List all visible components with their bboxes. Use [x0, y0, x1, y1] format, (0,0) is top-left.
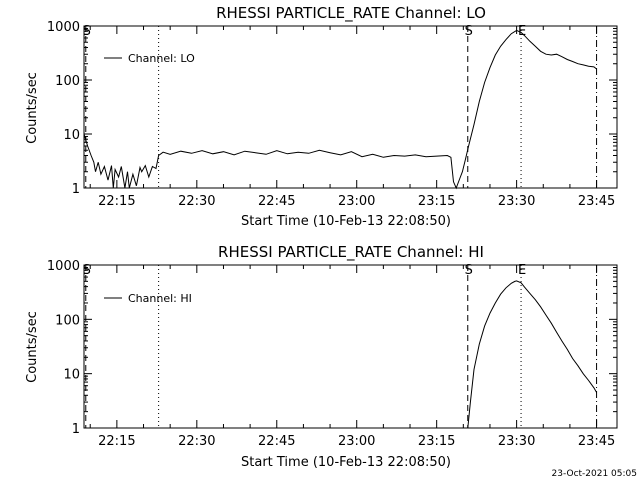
y-tick-label: 10 — [63, 368, 80, 383]
axis-ticks: 22:15 22:30 22:45 23:00 23:15 23:30 23:45 1 10 10… — [47, 20, 617, 209]
generated-timestamp: 23-Oct-2021 05:05 — [552, 469, 637, 479]
x-tick-label: 22:15 — [98, 194, 135, 209]
x-tick-label: 23:30 — [498, 434, 535, 449]
x-tick-label: 22:30 — [178, 194, 215, 209]
plot-frame — [83, 264, 618, 429]
chart-title: RHESSI PARTICLE_RATE Channel: LO — [216, 4, 486, 23]
x-tick-label: 22:30 — [178, 434, 215, 449]
x-tick-label: 23:00 — [338, 434, 375, 449]
chart-lo-channel: RHESSI PARTICLE_RATE Channel: LO Counts/… — [25, 4, 618, 229]
x-tick-label: 22:45 — [258, 194, 295, 209]
legend: Channel: HI — [104, 292, 192, 305]
series-line-0 — [467, 280, 598, 429]
x-tick-label: 23:45 — [578, 434, 615, 449]
legend: Channel: LO — [104, 52, 195, 65]
plot-frame — [83, 25, 618, 189]
x-tick-label: 22:45 — [258, 434, 295, 449]
x-axis-label: Start Time (10-Feb-13 22:08:50) — [241, 455, 451, 470]
x-axis-label: Start Time (10-Feb-13 22:08:50) — [241, 214, 451, 229]
marker-label: E — [518, 24, 526, 39]
series-layer — [467, 280, 598, 429]
y-axis-label: Counts/sec — [25, 311, 40, 383]
y-tick-label: 1 — [72, 422, 80, 437]
y-tick-label: 1000 — [47, 20, 80, 35]
marker-label: S — [465, 24, 473, 39]
axis-ticks: 22:15 22:30 22:45 23:00 23:15 23:30 23:45 1 10 10… — [47, 259, 617, 449]
x-tick-label: 23:45 — [578, 194, 615, 209]
y-tick-label: 1 — [72, 182, 80, 197]
y-tick-label: 1000 — [47, 259, 80, 274]
marker-label: S — [83, 263, 91, 278]
marker-label: S — [83, 24, 91, 39]
x-tick-label: 23:30 — [498, 194, 535, 209]
chart-hi-channel: RHESSI PARTICLE_RATE Channel: HI Counts/… — [25, 243, 618, 470]
marker-label: S — [465, 263, 473, 278]
x-tick-label: 22:15 — [98, 434, 135, 449]
legend-label: Channel: HI — [128, 292, 192, 305]
legend-label: Channel: LO — [128, 52, 195, 65]
y-axis-label: Counts/sec — [25, 72, 40, 144]
series-layer — [83, 29, 597, 190]
x-tick-label: 23:00 — [338, 194, 375, 209]
x-tick-label: 23:15 — [418, 194, 455, 209]
y-tick-label: 100 — [55, 74, 80, 89]
marker-label: E — [518, 263, 526, 278]
series-line-0 — [83, 29, 597, 190]
x-tick-label: 23:15 — [418, 434, 455, 449]
chart-title: RHESSI PARTICLE_RATE Channel: HI — [218, 243, 484, 262]
y-tick-label: 100 — [55, 313, 80, 328]
y-tick-label: 10 — [63, 128, 80, 143]
